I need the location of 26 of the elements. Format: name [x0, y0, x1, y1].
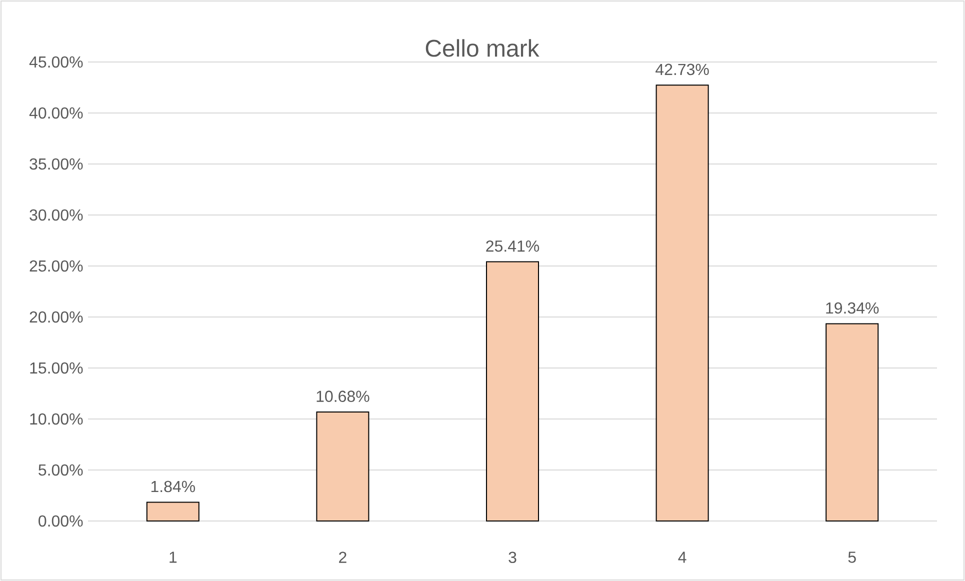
y-tick-label: 45.00%: [29, 56, 83, 68]
x-tick-label: 5: [848, 552, 856, 563]
x-tick-label: 3: [508, 552, 516, 564]
data-label: 19.34%: [826, 302, 879, 314]
y-tick-label: 0.00%: [38, 515, 83, 527]
y-tick-label: 10.00%: [30, 413, 83, 425]
y-tick-label: 30.00%: [30, 209, 83, 221]
x-tick-label: 2: [339, 552, 346, 563]
chart-title: Cello mark: [426, 39, 540, 57]
bar: [486, 261, 540, 522]
x-tick-label: 1: [170, 552, 177, 563]
bar: [316, 412, 370, 522]
y-tick-label: 25.00%: [30, 260, 83, 272]
y-tick-label: 15.00%: [30, 362, 83, 374]
data-label: 10.68%: [316, 390, 370, 402]
data-label: 25.41%: [486, 240, 540, 252]
y-tick-label: 40.00%: [29, 107, 83, 119]
bar: [656, 84, 709, 522]
y-tick-label: 5.00%: [38, 464, 83, 476]
x-tick-label: 4: [678, 552, 686, 563]
bar: [826, 323, 879, 522]
data-label: 1.84%: [151, 480, 196, 492]
y-tick-label: 20.00%: [30, 311, 83, 323]
bar: [146, 502, 200, 522]
y-tick-label: 35.00%: [30, 158, 83, 170]
data-label: 42.73%: [656, 64, 709, 76]
